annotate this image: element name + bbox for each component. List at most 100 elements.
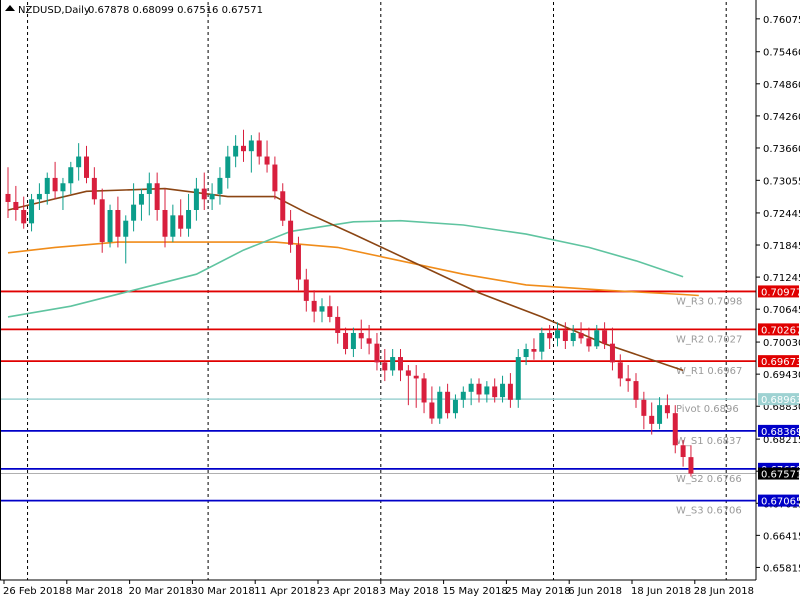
- candle-body: [366, 338, 372, 344]
- badge-pivot-text: 0.68963: [761, 395, 800, 406]
- badge-pivot-bg: [758, 393, 799, 406]
- candle-body: [609, 343, 615, 363]
- candle-body: [358, 332, 364, 339]
- candle-body: [594, 330, 600, 347]
- candle-body: [602, 330, 608, 344]
- candle: [609, 327, 615, 371]
- candle: [256, 132, 262, 165]
- candle-body: [99, 199, 105, 243]
- candle: [193, 177, 199, 221]
- candle-body: [170, 215, 176, 237]
- candle-body: [193, 188, 199, 210]
- candle-body: [492, 386, 498, 398]
- candle-body: [500, 383, 506, 398]
- candle-body: [256, 140, 262, 157]
- candle: [500, 375, 506, 403]
- axes: [0, 0, 757, 581]
- candle: [602, 322, 608, 350]
- candle: [374, 332, 380, 371]
- candle: [272, 156, 278, 200]
- candle: [68, 161, 74, 194]
- candle: [335, 306, 341, 344]
- candle-body: [657, 405, 663, 424]
- candle: [625, 365, 631, 392]
- candle-body: [445, 391, 451, 414]
- candle-body: [233, 145, 239, 157]
- candle-body: [225, 156, 231, 178]
- level-label-pivot: Pivot 0.6896: [676, 404, 739, 415]
- candle-body: [186, 209, 192, 229]
- candle-body: [319, 306, 325, 312]
- price-tick-label: 0.72445: [763, 209, 800, 220]
- time-tick-label: 28 Jun 2018: [694, 586, 754, 597]
- candle: [562, 322, 568, 350]
- badge-current-price: 0.67571: [758, 467, 800, 481]
- candle-body: [531, 349, 537, 352]
- chart-header: NZDUSD,Daily 0.67878 0.68099 0.67516 0.6…: [5, 5, 263, 16]
- candle: [170, 204, 176, 243]
- candle-body: [146, 183, 152, 194]
- candle: [586, 327, 592, 352]
- candle-body: [421, 378, 427, 403]
- price-tick-label: 0.76075: [763, 15, 800, 26]
- candle-body: [452, 399, 458, 414]
- candle: [288, 209, 294, 253]
- price-tick-label: 0.73055: [763, 176, 800, 187]
- candle: [405, 365, 411, 406]
- candle: [452, 394, 458, 419]
- candle: [201, 172, 207, 210]
- candle-body: [484, 386, 490, 395]
- candle: [570, 324, 576, 347]
- time-tick-label: 23 Apr 2018: [317, 586, 379, 597]
- candle: [233, 135, 239, 168]
- badge-w_s3: 0.67065: [758, 494, 800, 508]
- candle-body: [633, 381, 639, 400]
- candle: [390, 349, 396, 376]
- candle-body: [21, 209, 27, 224]
- candle: [29, 193, 35, 232]
- badge-w_s3-text: 0.67065: [761, 497, 800, 508]
- candle-body: [131, 204, 137, 221]
- price-tick-label: 0.65815: [763, 563, 800, 574]
- badge-w_r1-bg: [758, 355, 799, 368]
- candle: [507, 373, 513, 408]
- badge-current-price-text: 0.67571: [761, 470, 800, 481]
- candle: [91, 167, 97, 205]
- level-label-w_s2: W_S2 0.6766: [676, 474, 742, 485]
- candle-body: [138, 193, 144, 205]
- candle: [84, 145, 89, 184]
- candle: [264, 140, 270, 173]
- candle: [280, 183, 286, 227]
- level-label-w_r2: W_R2 0.7027: [676, 334, 742, 345]
- candle: [217, 167, 223, 205]
- badge-w_r2-text: 0.70267: [761, 325, 800, 336]
- candle: [186, 193, 192, 237]
- candle-body: [398, 357, 403, 371]
- candle-body: [154, 183, 160, 210]
- level-label-w_r3: W_R3 0.7098: [676, 296, 742, 307]
- candle: [99, 188, 105, 253]
- candle: [5, 167, 11, 219]
- candle: [680, 439, 686, 467]
- candle: [578, 322, 584, 344]
- candle-body: [688, 457, 694, 474]
- candle: [358, 319, 364, 350]
- candle-body: [476, 383, 482, 395]
- candle-body: [343, 332, 349, 350]
- candle-body: [295, 244, 301, 280]
- candle: [468, 378, 474, 406]
- candle: [327, 295, 333, 323]
- candle-body: [547, 332, 553, 339]
- badge-w_s1: 0.68369: [758, 424, 800, 438]
- candle: [303, 268, 309, 312]
- time-tick-label: 3 May 2018: [380, 586, 439, 597]
- candle-body: [641, 399, 647, 416]
- time-tick-label: 15 May 2018: [443, 586, 508, 597]
